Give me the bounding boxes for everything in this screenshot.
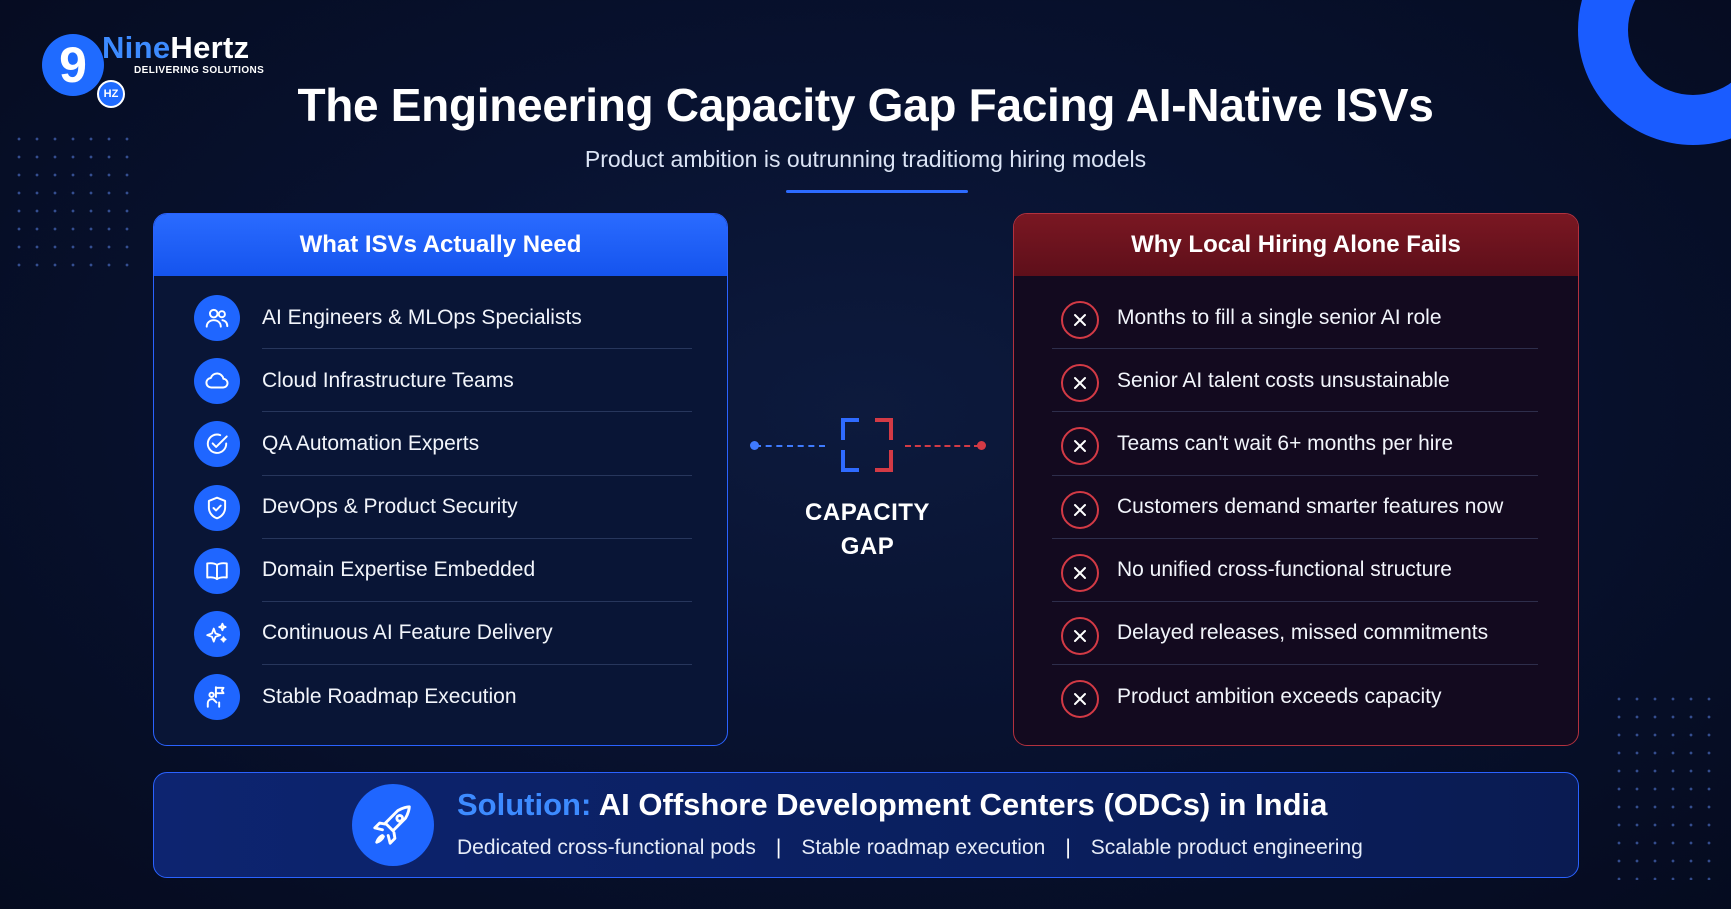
list-item: Cloud Infrastructure Teams [154, 349, 727, 413]
list-item: Senior AI talent costs unsustainable [1014, 349, 1578, 413]
list-item: Teams can't wait 6+ months per hire [1014, 412, 1578, 476]
needs-item-label: QA Automation Experts [262, 431, 480, 455]
cloud-icon [194, 358, 240, 405]
logo-name-part2: Hertz [170, 30, 250, 65]
list-item: AI Engineers & MLOps Specialists [154, 286, 727, 350]
list-item: Continuous AI Feature Delivery [154, 602, 727, 666]
brand-logo[interactable]: 9 HZ NineHertz DELIVERING SOLUTIONS [40, 30, 280, 108]
gap-connector-right [905, 445, 980, 447]
fails-item-label: Senior AI talent costs unsustainable [1117, 368, 1450, 392]
list-item: QA Automation Experts [154, 412, 727, 476]
fails-panel: Why Local Hiring Alone Fails Months to f… [1013, 213, 1579, 746]
divider [1052, 664, 1538, 666]
gap-connector-dot-right [977, 441, 986, 450]
divider [1052, 537, 1538, 539]
x-circle-icon [1061, 490, 1099, 529]
needs-item-label: Continuous AI Feature Delivery [262, 621, 553, 645]
decorative-dots-left [10, 130, 140, 280]
list-item: DevOps & Product Security [154, 476, 727, 539]
fails-item-label: No unified cross-functional structure [1117, 558, 1452, 582]
gap-bracket-icon [841, 418, 893, 472]
solution-point: Scalable product engineering [1090, 836, 1363, 859]
x-circle-icon [1061, 616, 1099, 655]
fails-item-label: Months to fill a single senior AI role [1117, 305, 1442, 329]
fails-item-label: Customers demand smarter features now [1117, 495, 1504, 519]
solution-point: Dedicated cross-functional pods [457, 836, 756, 859]
list-item: Product ambition exceeds capacity [1014, 665, 1578, 728]
divider [1052, 474, 1538, 476]
capacity-gap-line1: CAPACITY [805, 499, 930, 526]
logo-badge: 9 [42, 34, 104, 96]
solution-points: Dedicated cross-functional pods | Stable r… [457, 836, 1363, 860]
fails-item-label: Product ambition exceeds capacity [1117, 684, 1442, 708]
divider [262, 537, 692, 539]
list-item: Delayed releases, missed commitments [1014, 602, 1578, 666]
gap-connector-dot-left [750, 441, 759, 450]
divider [1052, 348, 1538, 350]
divider [262, 600, 692, 602]
list-item: Stable Roadmap Execution [154, 665, 727, 728]
divider [262, 348, 692, 350]
solution-title: Solution: AI Offshore Development Center… [457, 787, 1327, 823]
title-underline [786, 190, 968, 193]
logo-tagline: DELIVERING SOLUTIONS [134, 65, 265, 76]
flag-person-icon [194, 674, 240, 721]
x-circle-icon [1061, 364, 1099, 403]
list-item: No unified cross-functional structure [1014, 539, 1578, 602]
rocket-icon [352, 784, 434, 866]
book-icon [194, 547, 240, 594]
logo-name-part1: Nine [102, 30, 171, 65]
needs-item-label: DevOps & Product Security [262, 495, 518, 519]
gap-connector-left [755, 445, 825, 447]
divider [262, 664, 692, 666]
needs-list: AI Engineers & MLOps Specialists Cloud I… [154, 286, 727, 728]
separator: | [775, 836, 782, 859]
fails-panel-heading: Why Local Hiring Alone Fails [1014, 214, 1578, 276]
fails-item-label: Delayed releases, missed commitments [1117, 621, 1489, 645]
divider [1052, 411, 1538, 413]
decorative-dots-right [1610, 690, 1725, 880]
capacity-gap-line2: GAP [840, 533, 895, 560]
divider [262, 474, 692, 476]
needs-panel-heading: What ISVs Actually Need [154, 214, 727, 276]
solution-point: Stable roadmap execution [801, 836, 1046, 859]
divider [1052, 600, 1538, 602]
logo-name: NineHertz [102, 30, 249, 66]
needs-item-label: Domain Expertise Embedded [262, 558, 536, 582]
solution-banner: Solution: AI Offshore Development Center… [153, 772, 1579, 878]
check-circle-icon [194, 421, 240, 468]
needs-item-label: Stable Roadmap Execution [262, 684, 517, 708]
x-circle-icon [1061, 427, 1099, 466]
divider [262, 411, 692, 413]
needs-item-label: AI Engineers & MLOps Specialists [262, 305, 582, 329]
capacity-gap-label: CAPACITY GAP [790, 496, 945, 564]
fails-list: Months to fill a single senior AI role S… [1014, 286, 1578, 728]
page-subtitle: Product ambition is outrunning traditiom… [584, 146, 1147, 172]
page-title: The Engineering Capacity Gap Facing AI-N… [297, 79, 1434, 131]
list-item: Domain Expertise Embedded [154, 539, 727, 602]
separator: | [1065, 836, 1071, 859]
fails-item-label: Teams can't wait 6+ months per hire [1117, 431, 1454, 455]
needs-item-label: Cloud Infrastructure Teams [262, 368, 514, 392]
x-circle-icon [1061, 680, 1099, 719]
list-item: Months to fill a single senior AI role [1014, 286, 1578, 350]
solution-title-text: AI Offshore Development Centers (ODCs) i… [598, 787, 1328, 822]
needs-panel: What ISVs Actually Need AI Engineers & M… [153, 213, 728, 746]
list-item: Customers demand smarter features now [1014, 476, 1578, 539]
solution-prefix: Solution: [457, 787, 592, 822]
sparkle-icon [194, 610, 240, 657]
x-circle-icon [1061, 553, 1099, 592]
users-icon [194, 295, 240, 341]
shield-icon [194, 484, 240, 531]
x-circle-icon [1061, 301, 1099, 339]
logo-hz-badge: HZ [97, 80, 125, 108]
